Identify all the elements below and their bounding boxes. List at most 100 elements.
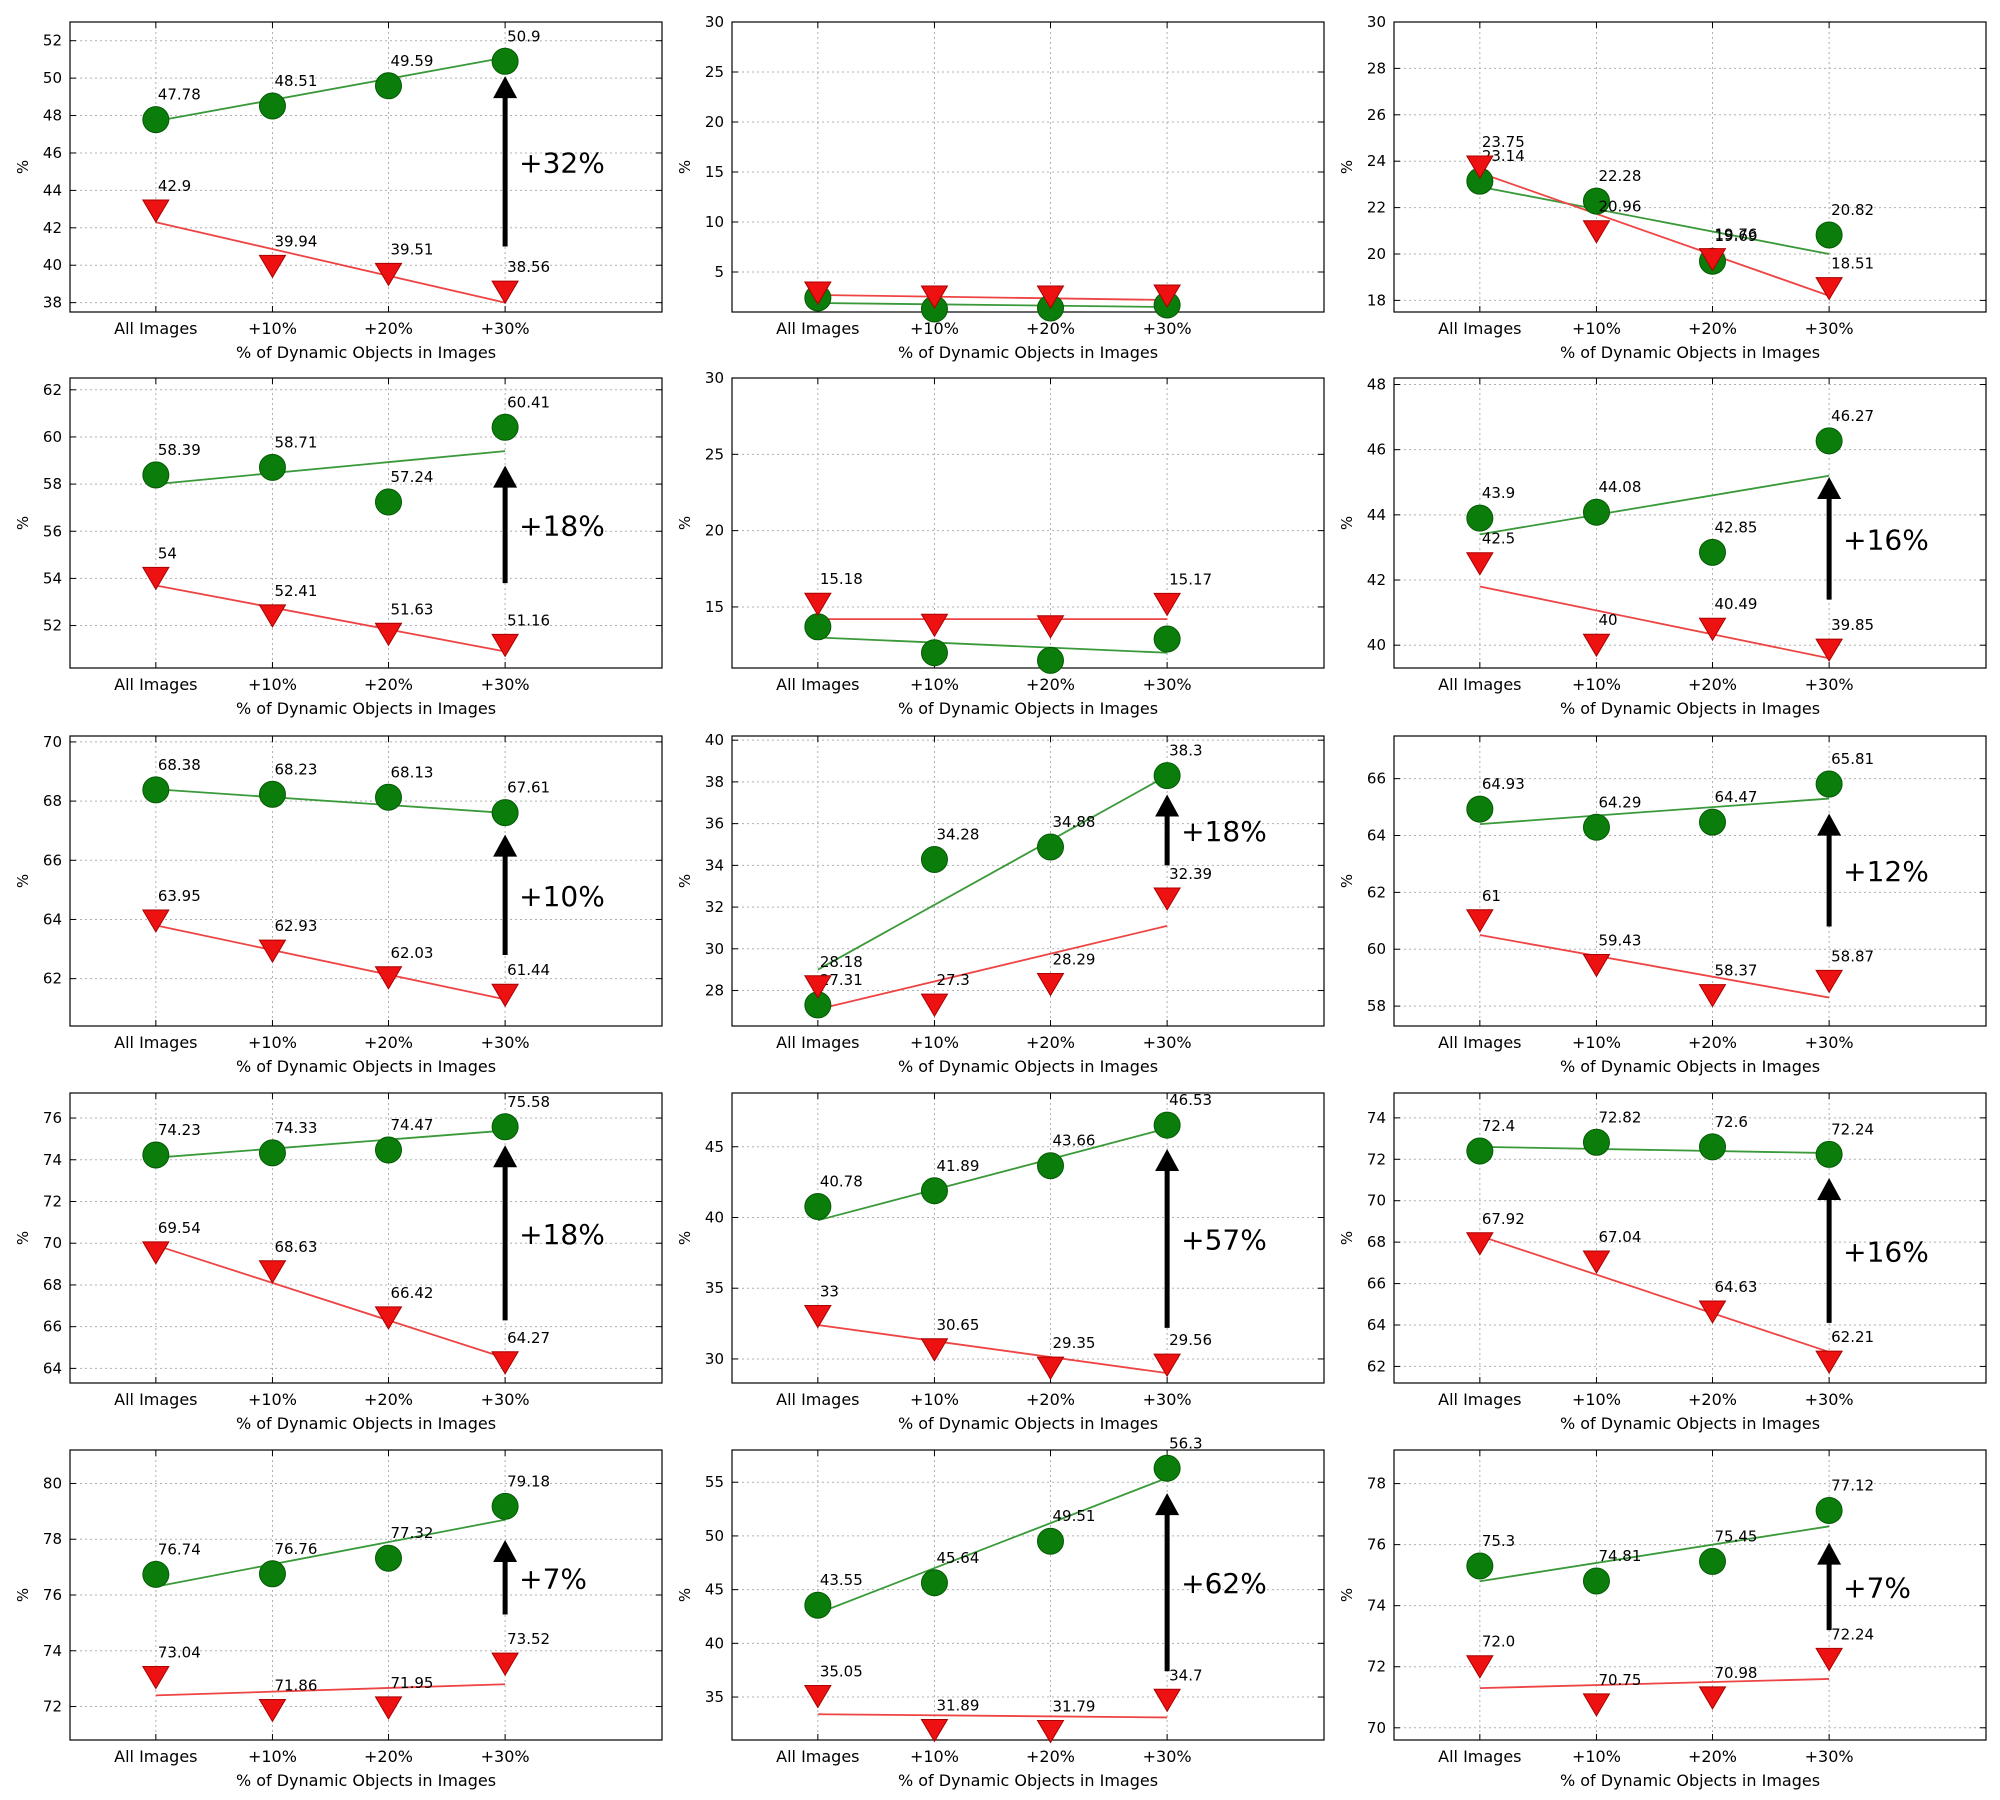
y-tick-label: 64 (43, 1359, 62, 1377)
x-tick-label: +10% (910, 1390, 959, 1409)
improvement-arrow-head (1155, 1493, 1180, 1516)
circle-point (374, 72, 402, 100)
x-tick-label: +20% (1026, 1033, 1075, 1052)
y-tick-label: 40 (705, 1208, 724, 1226)
x-axis-label: % of Dynamic Objects in Images (898, 1771, 1158, 1790)
y-tick-label: 50 (705, 1527, 724, 1545)
triangle-data-label: 52.41 (274, 582, 317, 600)
triangle-data-label: 64.63 (1714, 1278, 1757, 1296)
improvement-label: +62% (1181, 1567, 1267, 1600)
y-tick-label: 62 (1367, 883, 1386, 901)
triangle-point (920, 613, 949, 638)
triangle-data-label: 34.7 (1169, 1666, 1202, 1684)
y-tick-label: 52 (43, 32, 62, 50)
circle-point (142, 1560, 170, 1588)
y-axis-label: % (676, 160, 694, 174)
y-tick-label: 62 (43, 970, 62, 988)
triangle-point (803, 1305, 832, 1329)
triangle-point (1815, 1350, 1843, 1375)
triangle-data-label: 71.95 (390, 1674, 433, 1692)
circle-point (374, 1544, 402, 1572)
y-tick-label: 74 (43, 1642, 62, 1660)
circle-point (1153, 625, 1181, 653)
y-tick-label: 46 (43, 144, 62, 162)
plot-frame (731, 1449, 1325, 1741)
y-tick-label: 60 (1367, 940, 1386, 958)
circle-data-label: 34.28 (936, 826, 979, 844)
x-tick-label: +30% (481, 1390, 530, 1409)
circle-data-label: 58.39 (158, 441, 201, 459)
circle-point (1698, 808, 1726, 836)
circle-data-label: 56.3 (1169, 1434, 1202, 1452)
trend-line-circle (817, 302, 1168, 308)
triangle-point (1582, 633, 1611, 658)
circle-data-label: 48.51 (274, 72, 317, 90)
triangle-data-label: 70.98 (1714, 1664, 1757, 1682)
triangle-data-label: 33 (820, 1283, 839, 1301)
x-tick-label: +10% (248, 319, 297, 338)
y-tick-label: 78 (1367, 1475, 1386, 1493)
circle-data-label: 43.66 (1052, 1132, 1095, 1150)
y-tick-label: 25 (705, 445, 724, 463)
triangle-point (141, 1241, 170, 1265)
circle-data-label: 47.78 (158, 86, 201, 104)
triangle-point (258, 604, 287, 628)
trend-line-triangle (1479, 585, 1830, 660)
triangle-data-label: 40 (1598, 611, 1617, 629)
triangle-point (374, 1306, 403, 1330)
y-tick-label: 58 (1367, 997, 1386, 1015)
circle-point (1036, 646, 1064, 674)
y-axis-label: % (14, 516, 32, 530)
x-tick-label: +20% (1026, 319, 1075, 338)
plot-frame (69, 1092, 663, 1384)
x-tick-label: All Images (1438, 1390, 1521, 1409)
triangle-data-label: 51.16 (507, 611, 550, 629)
triangle-data-label: 73.04 (158, 1644, 201, 1662)
triangle-point (1582, 220, 1611, 244)
x-tick-label: +10% (910, 1747, 959, 1766)
circle-data-label: 38.3 (1169, 742, 1202, 760)
x-tick-label: +10% (1572, 1033, 1621, 1052)
improvement-arrow-head (1817, 1542, 1842, 1565)
subplot-3: 18 20 22 24 26 28 30 All Images +10% +20% +30% % of… (1338, 13, 1987, 362)
x-tick-label: +20% (1026, 1747, 1075, 1766)
y-tick-label: 22 (1367, 199, 1386, 217)
triangle-point (1153, 887, 1181, 911)
trend-line-circle (1479, 1525, 1830, 1583)
circle-point (374, 783, 402, 811)
triangle-data-label: 40.49 (1714, 595, 1757, 613)
circle-point (1466, 1552, 1494, 1580)
y-tick-label: 45 (705, 1581, 724, 1599)
y-tick-label: 40 (43, 256, 62, 274)
triangle-point (1036, 615, 1065, 639)
y-tick-label: 15 (705, 598, 724, 616)
trend-line-circle (155, 1129, 506, 1159)
y-tick-label: 18 (1367, 291, 1386, 309)
triangle-data-label: 58.37 (1714, 962, 1757, 980)
x-tick-label: All Images (114, 1390, 197, 1409)
x-tick-label: All Images (114, 319, 197, 338)
x-axis-label: % of Dynamic Objects in Images (236, 699, 496, 718)
improvement-arrow-head (493, 76, 518, 99)
y-tick-label: 76 (43, 1586, 62, 1604)
improvement-arrow-head (1817, 477, 1842, 500)
y-axis-label: % (1338, 1588, 1356, 1602)
circle-point (491, 1492, 519, 1520)
plot-frame (69, 21, 663, 313)
y-tick-label: 40 (705, 1634, 724, 1652)
subplot-14: 35 40 45 50 55 All Images +10% +20% +30% % of Dyn… (676, 1434, 1325, 1790)
y-tick-label: 70 (1367, 1719, 1386, 1737)
x-tick-label: All Images (1438, 319, 1521, 338)
triangle-data-label: 71.86 (274, 1676, 317, 1694)
circle-point (804, 613, 832, 641)
trend-line-triangle (155, 1244, 506, 1359)
triangle-data-label: 64.27 (507, 1329, 550, 1347)
plot-frame (731, 735, 1325, 1027)
trend-line-triangle (155, 221, 506, 304)
y-axis-label: % (14, 1231, 32, 1245)
x-tick-label: +30% (1805, 1747, 1854, 1766)
x-axis-label: % of Dynamic Objects in Images (1560, 1771, 1820, 1790)
x-axis-label: % of Dynamic Objects in Images (898, 1057, 1158, 1076)
circle-point (142, 776, 170, 804)
triangle-point (491, 1351, 519, 1375)
